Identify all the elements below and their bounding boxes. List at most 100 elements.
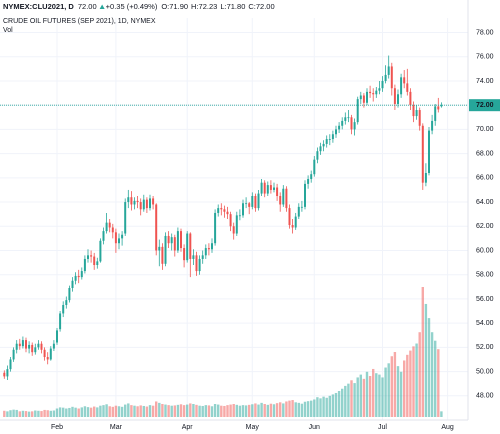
candle-body bbox=[350, 117, 353, 130]
candle-body bbox=[217, 208, 220, 213]
volume-bar bbox=[310, 400, 313, 417]
volume-bar bbox=[130, 405, 133, 417]
last-price-label: 72.00 bbox=[476, 102, 494, 109]
volume-bar bbox=[139, 405, 142, 417]
volume-bar bbox=[148, 405, 152, 417]
candle-body bbox=[204, 248, 207, 256]
volume-bar bbox=[55, 408, 59, 417]
candle-body bbox=[201, 255, 204, 259]
volume-bar bbox=[254, 403, 257, 417]
candle-body bbox=[3, 372, 6, 377]
candle-body bbox=[65, 300, 68, 305]
candle-body bbox=[149, 198, 151, 209]
volume-bar bbox=[334, 392, 338, 417]
candle-body bbox=[121, 234, 124, 239]
candle-body bbox=[279, 195, 282, 205]
candle-body bbox=[49, 348, 52, 360]
volume-bar bbox=[356, 377, 359, 417]
candle-body bbox=[77, 275, 80, 278]
x-tick-label: Mar bbox=[110, 424, 123, 431]
candle-body bbox=[96, 261, 99, 266]
candle-body bbox=[431, 120, 434, 131]
volume-bar bbox=[74, 407, 77, 417]
candle-body bbox=[183, 248, 186, 261]
volume-bar bbox=[161, 404, 164, 417]
candle-body bbox=[142, 199, 145, 210]
volume-bar bbox=[350, 380, 353, 417]
candle-body bbox=[99, 240, 102, 262]
candle-body bbox=[6, 369, 9, 377]
y-tick-label: 62.00 bbox=[476, 223, 494, 230]
volume-bar bbox=[192, 404, 195, 417]
volume-bar bbox=[248, 404, 251, 417]
candle-body bbox=[59, 313, 62, 330]
candle-body bbox=[356, 99, 359, 123]
candle-body bbox=[37, 343, 40, 348]
volume-bar bbox=[328, 395, 331, 417]
volume-bar bbox=[120, 406, 124, 417]
volume-bar bbox=[279, 402, 282, 417]
price: 72.00 bbox=[78, 2, 97, 11]
candle-body bbox=[310, 174, 313, 180]
volume-bar bbox=[46, 410, 49, 417]
candle-body bbox=[403, 77, 406, 84]
volume-layer bbox=[3, 287, 443, 417]
candle-body bbox=[397, 94, 399, 104]
quote-value: 71.80 bbox=[227, 2, 246, 11]
volume-bar bbox=[201, 405, 204, 417]
volume-bar bbox=[403, 360, 406, 417]
y-tick-label: 48.00 bbox=[476, 393, 494, 400]
volume-bar bbox=[337, 391, 341, 417]
y-tick-label: 56.00 bbox=[476, 296, 494, 303]
volume-bar bbox=[9, 410, 12, 417]
candle-body bbox=[192, 255, 195, 259]
y-tick-label: 76.00 bbox=[476, 54, 494, 61]
volume-bar bbox=[179, 404, 183, 417]
volume-bar bbox=[43, 409, 46, 417]
candle-body bbox=[229, 214, 232, 227]
volume-bar bbox=[40, 411, 43, 417]
candle-body bbox=[434, 106, 437, 121]
volume-bar bbox=[424, 303, 428, 417]
volume-bar bbox=[136, 406, 139, 417]
candle-body bbox=[173, 237, 176, 251]
volume-bar bbox=[313, 399, 316, 417]
x-tick-label: May bbox=[246, 424, 260, 431]
candle-body bbox=[381, 80, 384, 89]
up-arrow bbox=[99, 4, 105, 9]
candle-body bbox=[145, 199, 148, 209]
volume-bar bbox=[114, 405, 118, 417]
candle-body bbox=[400, 77, 403, 95]
volume-bar bbox=[226, 405, 229, 417]
x-tick-label: Feb bbox=[51, 424, 63, 431]
volume-bar bbox=[412, 346, 415, 417]
candle-body bbox=[56, 330, 58, 343]
volume-bar bbox=[303, 401, 307, 417]
volume-bar bbox=[269, 403, 273, 417]
candle-body bbox=[18, 343, 21, 347]
volume-bar bbox=[133, 405, 136, 417]
change: +0.35 (+0.49%) bbox=[106, 2, 158, 11]
volume-bar bbox=[80, 407, 83, 417]
volume-bar bbox=[229, 404, 232, 417]
candle-body bbox=[245, 203, 248, 205]
volume-bar bbox=[365, 371, 369, 417]
volume-bar bbox=[111, 406, 114, 417]
candle-body bbox=[344, 117, 347, 121]
volume-bar bbox=[325, 397, 328, 417]
volume-bar bbox=[415, 343, 418, 417]
chart-title: CRUDE OIL FUTURES (SEP 2021), 1D, NYMEX bbox=[3, 18, 156, 25]
candle-body bbox=[28, 344, 31, 349]
candle-layer bbox=[3, 55, 443, 381]
volume-bar bbox=[96, 407, 99, 417]
candle-body bbox=[359, 95, 362, 100]
candle-body bbox=[251, 195, 254, 207]
candle-body bbox=[437, 106, 440, 110]
candle-body bbox=[415, 110, 418, 117]
candle-body bbox=[331, 134, 334, 140]
volume-bar bbox=[238, 405, 242, 417]
volume-bar bbox=[105, 404, 108, 417]
candle-body bbox=[186, 233, 189, 261]
